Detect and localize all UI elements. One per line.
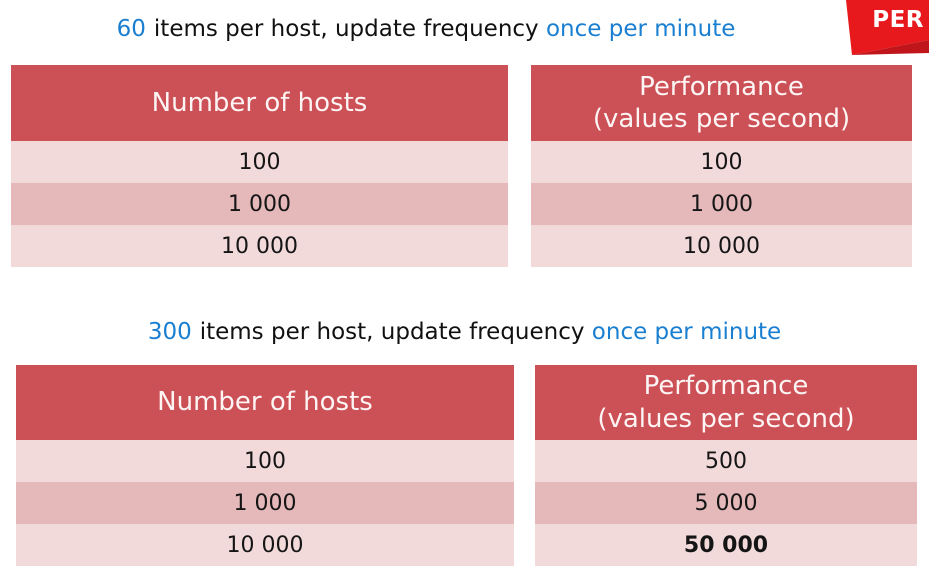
items-per-host-count: 60 — [116, 16, 146, 42]
table-2-hosts-column: Number of hosts 100 1 000 10 000 — [16, 365, 514, 566]
table-row: 1 000 — [16, 482, 514, 524]
corner-ribbon-badge: PER — [825, 0, 929, 64]
table-row: 5 000 — [535, 482, 917, 524]
table-1-performance-column: Performance (values per second) 100 1 00… — [531, 65, 912, 267]
table-2-performance-column: Performance (values per second) 500 5 00… — [535, 365, 917, 566]
column-header: Performance (values per second) — [531, 65, 912, 141]
column-header: Number of hosts — [11, 65, 508, 141]
column-header: Number of hosts — [16, 365, 514, 440]
column-header-label: Number of hosts — [151, 87, 368, 118]
update-frequency-text: once per minute — [591, 319, 782, 345]
items-per-host-count: 300 — [147, 319, 192, 345]
table-1-hosts-column: Number of hosts 100 1 000 10 000 — [11, 65, 508, 267]
table-row: 500 — [535, 440, 917, 482]
table-row: 10 000 — [11, 225, 508, 267]
ribbon-icon — [846, 0, 929, 55]
column-header-label: Number of hosts — [157, 387, 373, 418]
column-header: Performance (values per second) — [535, 365, 917, 440]
update-frequency-text: once per minute — [545, 16, 736, 42]
section-1-title: 60 items per host, update frequency once … — [0, 16, 852, 42]
column-header-label: Performance — [643, 371, 809, 401]
table-row: 100 — [531, 141, 912, 183]
table-row: 100 — [16, 440, 514, 482]
badge-label: PER — [872, 7, 924, 33]
column-header-sublabel: (values per second) — [592, 104, 851, 134]
table-row: 1 000 — [11, 183, 508, 225]
table-row: 10 000 — [16, 524, 514, 566]
column-header-sublabel: (values per second) — [597, 403, 855, 434]
table-row: 1 000 — [531, 183, 912, 225]
table-row: 100 — [11, 141, 508, 183]
title-text: items per host, update frequency — [199, 319, 585, 345]
table-row: 10 000 — [531, 225, 912, 267]
title-text: items per host, update frequency — [153, 16, 539, 42]
table-row-highlighted: 50 000 — [535, 524, 917, 566]
section-2-title: 300 items per host, update frequency once… — [0, 319, 929, 345]
column-header-label: Performance — [639, 71, 804, 102]
